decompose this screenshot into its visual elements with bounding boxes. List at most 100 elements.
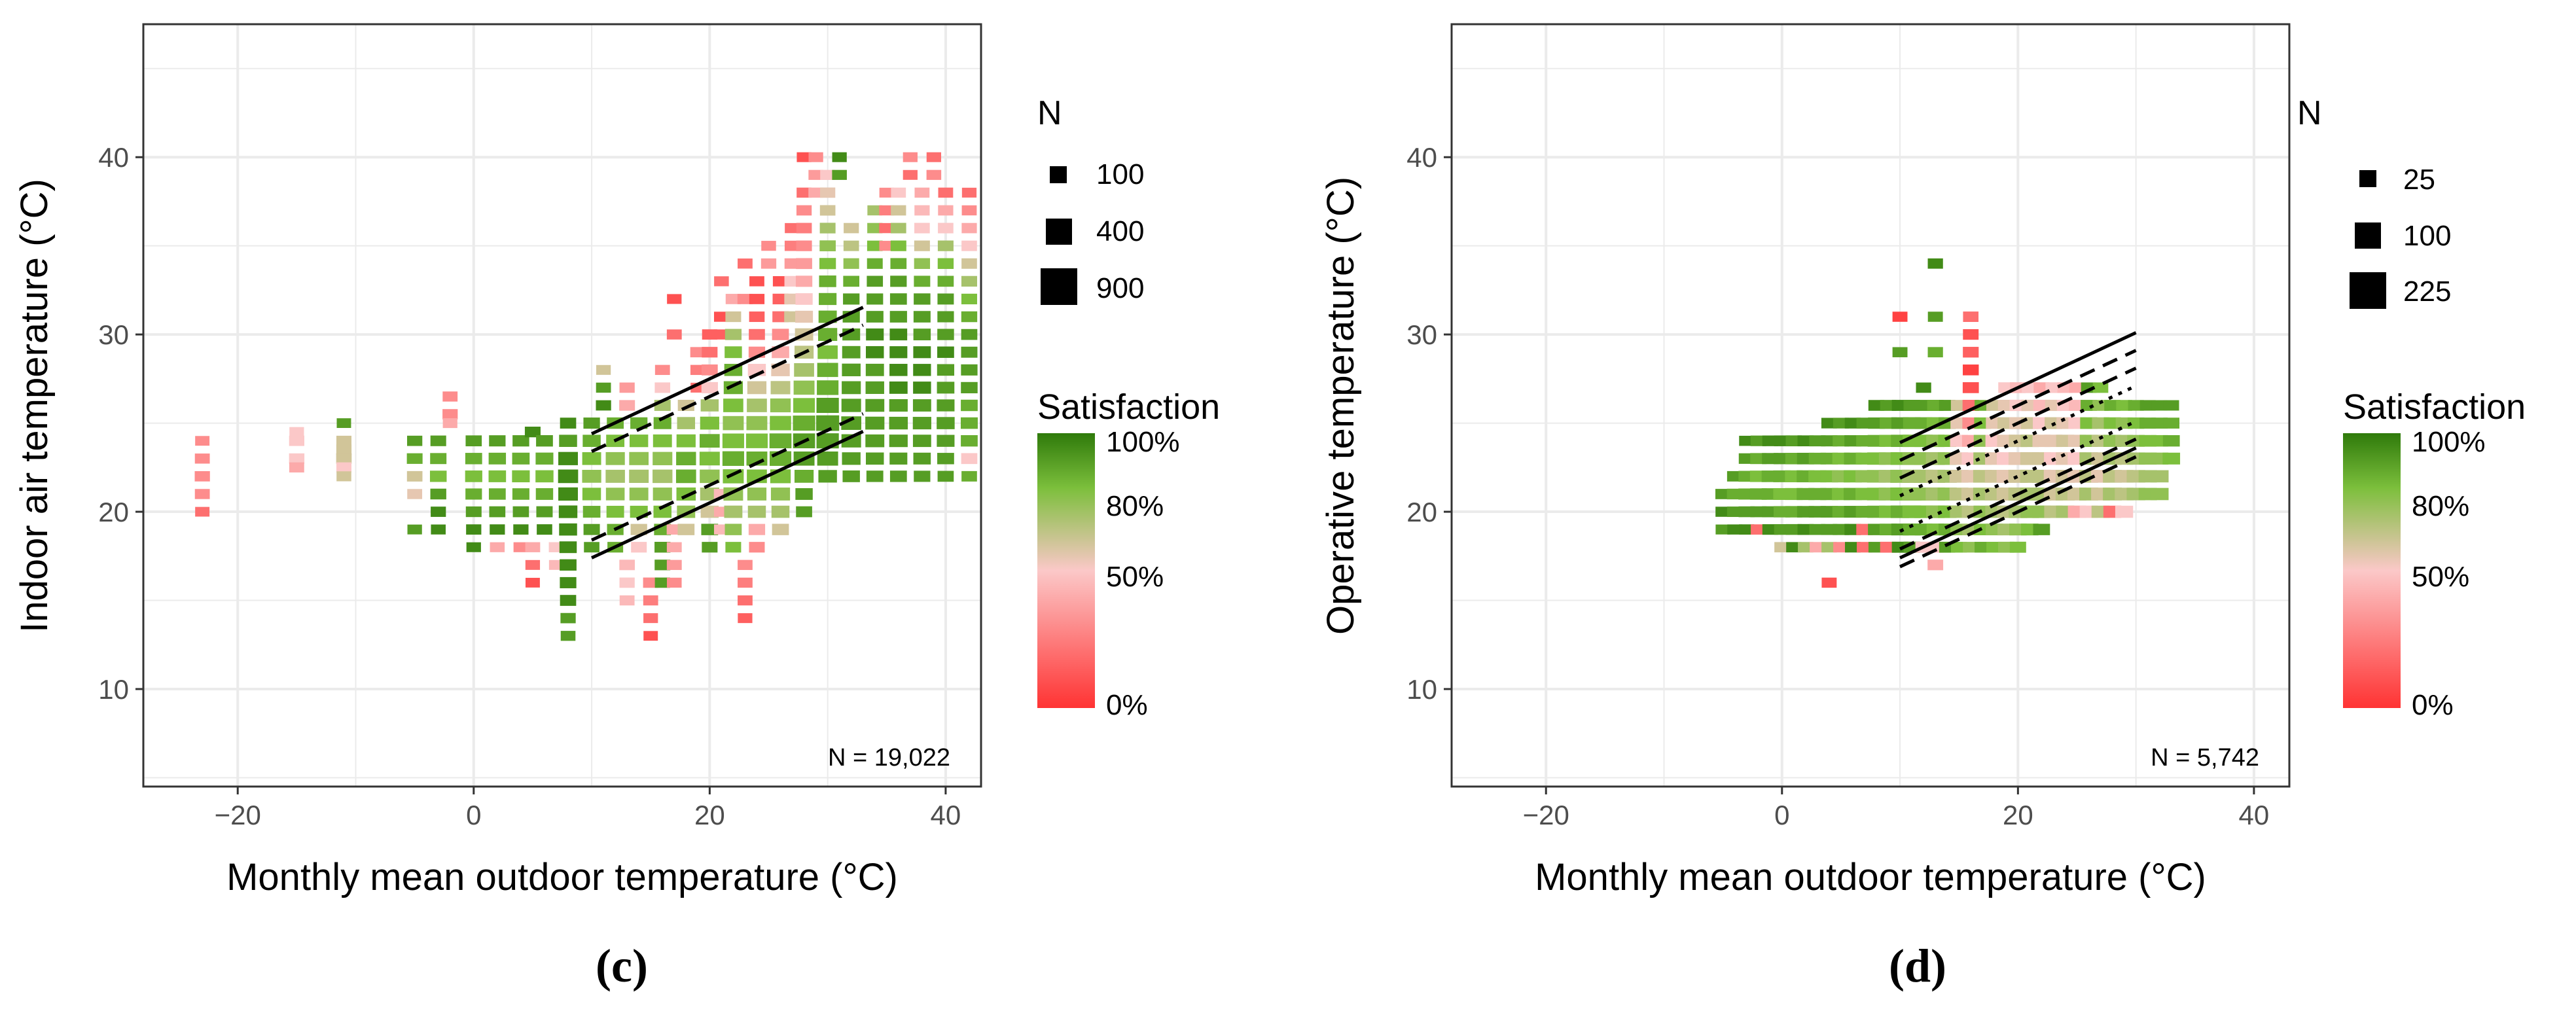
heatmap-cell	[761, 241, 776, 251]
heatmap-cell	[820, 169, 836, 180]
heatmap-cell	[816, 397, 839, 414]
heatmap-cell	[724, 328, 742, 340]
comfort-line-dashed	[1899, 437, 2137, 551]
heatmap-cell	[558, 452, 578, 465]
size-legend-square	[1041, 268, 1077, 305]
heatmap-cell	[914, 187, 930, 198]
heatmap-cell	[629, 435, 649, 448]
heatmap-cell	[723, 416, 744, 431]
color-legend-label: 0%	[1106, 689, 1148, 721]
y-tick-label: 30	[98, 319, 129, 350]
heatmap-cell	[749, 542, 765, 553]
size-legend-square	[2355, 222, 2381, 249]
heatmap-cell	[903, 169, 918, 180]
heatmap-cell	[1821, 577, 1837, 588]
heatmap-cell	[842, 346, 861, 359]
heatmap-cell	[889, 328, 908, 341]
heatmap-cell	[913, 364, 931, 376]
color-legend-label: 80%	[1106, 490, 1164, 522]
heatmap-cell	[488, 488, 506, 500]
y-tick-label: 20	[98, 497, 129, 527]
heatmap-cell	[643, 577, 658, 588]
heatmap-cell	[889, 381, 908, 394]
heatmap-cell	[2150, 488, 2169, 501]
heatmap-cell	[654, 577, 670, 588]
heatmap-cell	[903, 152, 918, 162]
heatmap-cell	[817, 451, 838, 466]
comfort-line-dotted	[1899, 419, 2137, 533]
plot-border	[142, 23, 982, 788]
heatmap-cell	[738, 613, 753, 624]
heatmap-cell	[666, 329, 682, 340]
heatmap-cell	[512, 506, 529, 518]
heatmap-cell	[1715, 524, 1730, 535]
heatmap-cell	[1892, 347, 1908, 357]
heatmap-cell	[867, 222, 883, 234]
heatmap-cell	[913, 381, 931, 394]
comfort-line-dashed	[1899, 349, 2137, 462]
heatmap-cell	[820, 187, 836, 198]
y-tick-label: 40	[1406, 142, 1437, 173]
heatmap-cell	[676, 434, 696, 448]
heatmap-cell	[794, 469, 814, 483]
heatmap-cell	[431, 506, 446, 517]
heatmap-cell	[714, 276, 729, 287]
heatmap-cell	[770, 488, 791, 501]
heatmap-cell	[913, 452, 931, 465]
panel-d: −20 0 20 40 10 20 30 40 N = 5,742 Monthly mean…	[1319, 23, 2526, 992]
heatmap-cell	[336, 435, 351, 446]
heatmap-cell	[653, 469, 673, 484]
heatmap-cell	[606, 505, 624, 518]
heatmap-cell	[723, 399, 743, 412]
heatmap-cell	[832, 152, 847, 162]
comfort-band	[591, 306, 864, 559]
color-legend-label: 100%	[1106, 426, 1180, 458]
heatmap-cell	[890, 275, 907, 287]
heatmap-cell	[513, 542, 529, 552]
comfort-line-dashed	[591, 412, 864, 542]
heatmap-cell	[336, 471, 351, 482]
heatmap-cell	[889, 399, 908, 412]
heatmap-cell	[770, 416, 791, 431]
heatmap-cell	[866, 452, 884, 465]
heatmap-cell	[583, 523, 600, 535]
heatmap-cell	[725, 311, 742, 323]
heatmap-cell	[817, 380, 839, 395]
heatmap-cell	[725, 542, 742, 553]
heatmap-cell	[667, 577, 682, 588]
heatmap-cell	[747, 381, 767, 395]
heatmap-cell	[724, 346, 742, 359]
heatmap-cell	[795, 488, 813, 500]
heatmap-cell	[558, 505, 578, 518]
heatmap-cell	[937, 381, 955, 394]
panel-c: −20 0 20 40 10 20 30 40 N = 19,022 Monthly mea…	[13, 23, 1220, 992]
heatmap-cell	[465, 488, 482, 500]
color-legend-label: 100%	[2412, 426, 2486, 458]
heatmap-cell	[512, 435, 529, 447]
comfort-line-dotted	[1899, 384, 2137, 497]
heatmap-cell	[749, 311, 765, 323]
heatmap-cell	[1916, 382, 1931, 393]
color-legend-label: 50%	[1106, 561, 1164, 593]
heatmap-cell	[937, 328, 954, 340]
heatmap-cell	[289, 435, 304, 446]
size-legend-title: N	[2297, 94, 2322, 132]
heatmap-cell	[407, 435, 423, 446]
heatmap-cell	[961, 240, 977, 251]
heatmap-cell	[560, 631, 576, 641]
heatmap-cell	[524, 427, 541, 438]
heatmap-cell	[842, 381, 861, 395]
heatmap-cell	[748, 523, 766, 535]
color-legend-label: 80%	[2412, 490, 2469, 522]
heatmap-cell	[926, 152, 942, 162]
size-legend-square	[1050, 166, 1067, 183]
heatmap-cell	[794, 363, 814, 377]
x-tick-label: −20	[1523, 800, 1569, 830]
heatmap-cell	[2033, 523, 2050, 535]
heatmap-cell	[938, 187, 954, 198]
heatmap-cell	[582, 488, 601, 501]
size-legend-title: N	[1037, 94, 1062, 132]
x-tick-label: 20	[694, 800, 725, 830]
heatmap-cell	[701, 523, 719, 535]
